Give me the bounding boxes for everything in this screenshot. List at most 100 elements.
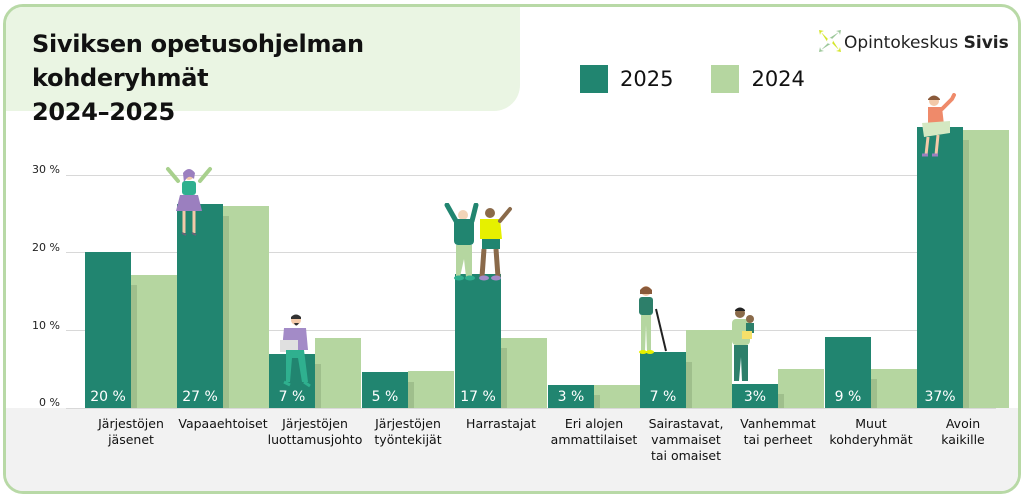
- bar-value-label: 37%: [924, 388, 956, 405]
- legend-label-2024: 2024: [751, 67, 805, 91]
- bar-2024: [315, 338, 361, 408]
- bar-2024: [594, 384, 640, 408]
- x-axis-category-label: Muut kohderyhmät: [816, 416, 926, 448]
- legend-item-2025: 2025: [580, 65, 673, 93]
- x-label-line: Muut: [855, 416, 887, 431]
- hobbyists-figure-icon: [444, 203, 512, 281]
- flower-arrows-icon: [819, 30, 841, 52]
- x-label-line: kaikille: [941, 432, 985, 447]
- x-label-line: Järjestöjen: [282, 416, 348, 431]
- x-axis-category-label: Järjestöjen luottamusjohto: [260, 416, 370, 448]
- bar-value-label: 5 %: [371, 388, 399, 405]
- bar-value-label: 27 %: [182, 388, 218, 405]
- volunteer-woman-figure-icon: [166, 167, 212, 236]
- bar-2024: [223, 205, 269, 408]
- plot-area: 0 % 10 % 20 % 30 % 20 % 27 % 7 % 5 % 17 % 3 %…: [6, 7, 1018, 491]
- gridline-0: [66, 408, 996, 409]
- legend-swatch-2024: [711, 65, 740, 93]
- x-axis-category-label: Avoin kaikille: [908, 416, 1018, 448]
- x-axis-category-label: Vanhemmat tai perheet: [723, 416, 833, 448]
- x-label-line: ammattilaiset: [550, 432, 638, 447]
- everyone-woman-figure-icon: [922, 93, 956, 157]
- x-label-line: Vapaaehtoiset: [178, 416, 268, 431]
- chart-legend: 2025 2024: [580, 65, 843, 93]
- x-label-line: Vanhemmat: [740, 416, 816, 431]
- bar-2024: [963, 129, 1009, 408]
- x-label-line: Harrastajat: [466, 416, 536, 431]
- bar-2025: 7 %: [640, 352, 686, 408]
- bar-shadow: [963, 139, 969, 408]
- bar-shadow: [131, 285, 137, 408]
- bar-shadow: [686, 362, 692, 408]
- legend-item-2024: 2024: [711, 65, 805, 93]
- gridline-10: [66, 330, 996, 331]
- legend-label-2025: 2025: [620, 67, 674, 91]
- gridline-20: [66, 252, 996, 253]
- logo-text-bold: Sivis: [963, 33, 1009, 53]
- bar-shadow: [871, 379, 877, 408]
- x-label-line: työntekijät: [374, 432, 442, 447]
- x-axis-category-label: Vapaaehtoiset: [168, 416, 278, 432]
- x-label-line: luottamusjohto: [267, 432, 363, 447]
- sivis-logo: Opintokeskus Sivis: [818, 29, 1009, 53]
- bar-value-label: 3 %: [557, 388, 585, 405]
- bar-shadow: [778, 393, 784, 408]
- x-axis-category-label: Harrastajat: [446, 416, 556, 432]
- x-axis-category-label: Sairastavat, vammaiset tai omaiset: [631, 416, 741, 464]
- bar-2024: [408, 370, 454, 408]
- bar-shadow: [501, 348, 507, 408]
- person-with-cane-figure-icon: [639, 286, 667, 354]
- bar-shadow: [223, 215, 229, 408]
- bar-value-label: 9 %: [834, 388, 862, 405]
- x-label-line: Järjestöjen: [375, 416, 441, 431]
- bar-value-label: 3%: [743, 388, 767, 405]
- x-label-line: tai perheet: [743, 432, 813, 447]
- x-label-line: jäsenet: [108, 432, 154, 447]
- y-tick-0: 0 %: [39, 396, 60, 409]
- x-label-line: tai omaiset: [650, 448, 722, 463]
- bar-2025: 17 %: [455, 273, 501, 408]
- bar-2025: 20 %: [85, 251, 131, 408]
- bar-2024: [871, 369, 917, 408]
- bar-shadow: [408, 382, 414, 408]
- x-label-line: Järjestöjen: [98, 416, 164, 431]
- x-label-line: vammaiset: [651, 432, 721, 447]
- chart-title: Siviksen opetusohjelman kohderyhmät 2024…: [32, 27, 520, 129]
- bar-2025: 37%: [917, 126, 963, 408]
- y-tick-30: 30 %: [32, 163, 60, 176]
- bar-2025: 3%: [732, 383, 778, 408]
- bar-value-label: 7 %: [649, 388, 677, 405]
- y-tick-10: 10 %: [32, 319, 60, 332]
- title-panel: Siviksen opetusohjelman kohderyhmät 2024…: [6, 7, 520, 126]
- bar-2024: [686, 330, 732, 408]
- title-line-1: Siviksen opetusohjelman kohderyhmät: [32, 30, 364, 92]
- legend-swatch-2025: [580, 65, 608, 93]
- bar-shadow: [315, 363, 321, 408]
- y-tick-20: 20 %: [32, 241, 60, 254]
- bar-2024: [778, 369, 824, 408]
- x-axis-category-label: Järjestöjen työntekijät: [353, 416, 463, 448]
- chart-card: Siviksen opetusohjelman kohderyhmät 2024…: [3, 4, 1021, 494]
- x-axis-category-label: Eri alojen ammattilaiset: [539, 416, 649, 448]
- parent-with-child-figure-icon: [732, 307, 754, 381]
- bar-2025: 9 %: [825, 336, 871, 408]
- x-label-line: Eri alojen: [564, 416, 624, 431]
- bar-value-label: 7 %: [278, 388, 306, 405]
- x-label-line: Avoin: [945, 416, 981, 431]
- bar-2025: 5 %: [362, 372, 408, 408]
- bar-value-label: 17 %: [460, 388, 496, 405]
- board-member-man-figure-icon: [280, 314, 311, 388]
- bar-value-label: 20 %: [90, 388, 126, 405]
- logo-text-regular: Opintokeskus: [844, 33, 959, 53]
- gridline-30: [66, 175, 996, 176]
- x-label-line: kohderyhmät: [829, 432, 913, 447]
- title-line-2: 2024–2025: [32, 98, 175, 126]
- logo-text: Opintokeskus Sivis: [844, 33, 1009, 53]
- bar-2025: 27 %: [177, 204, 223, 408]
- x-axis-band: [6, 408, 1018, 491]
- x-axis-category-label: Järjestöjen jäsenet: [76, 416, 186, 448]
- x-label-line: Sairastavat,: [648, 416, 724, 431]
- bar-2025: 3 %: [548, 384, 594, 408]
- bar-2024: [131, 275, 177, 408]
- bar-shadow: [594, 394, 600, 408]
